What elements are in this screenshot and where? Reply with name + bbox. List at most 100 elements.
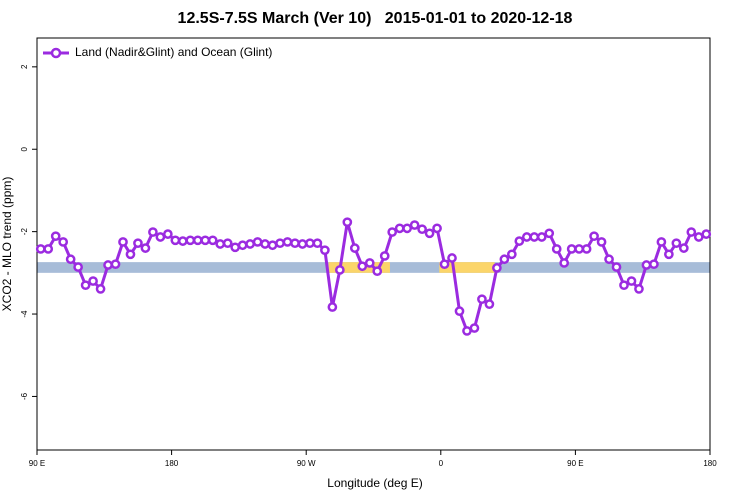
data-point	[312, 238, 323, 249]
data-point	[43, 244, 54, 254]
data-point	[335, 265, 345, 275]
data-point	[536, 232, 547, 242]
chart-title: 12.5S-7.5S March (Ver 10) 2015-01-01 to …	[178, 10, 573, 27]
data-point	[589, 231, 599, 242]
data-point	[447, 253, 457, 263]
data-point	[678, 243, 689, 253]
data-point	[297, 239, 308, 249]
data-point	[50, 231, 61, 242]
data-point	[454, 306, 465, 317]
data-point	[192, 235, 203, 246]
data-point	[305, 238, 315, 249]
y-tick-label: 0	[20, 146, 29, 151]
band-highlight	[439, 262, 495, 273]
plot-frame	[36, 37, 711, 451]
data-point	[73, 262, 83, 272]
data-point	[103, 260, 113, 270]
data-point	[148, 227, 158, 237]
data-point	[215, 239, 226, 249]
data-point	[611, 262, 622, 272]
y-axis-label: XCO2 - MLO trend (ppm)	[0, 177, 14, 312]
data-point	[110, 259, 121, 270]
data-point	[267, 240, 278, 251]
data-point	[469, 323, 480, 333]
data-point	[95, 284, 106, 294]
data-point	[581, 244, 592, 254]
data-point	[499, 254, 510, 265]
x-axis-label: Longitude (deg E)	[327, 476, 422, 490]
data-point	[177, 236, 188, 246]
data-point	[245, 239, 255, 249]
series-line	[40, 221, 707, 333]
data-point	[529, 232, 540, 242]
data-point	[207, 235, 218, 246]
data-point	[559, 258, 570, 268]
x-tick-label: 180	[165, 459, 179, 468]
data-point	[641, 260, 652, 270]
x-tick-label: 90 E	[567, 459, 583, 468]
data-point	[125, 249, 136, 260]
data-point	[88, 276, 98, 286]
data-point	[282, 237, 293, 247]
data-point	[566, 244, 577, 254]
data-point	[349, 243, 360, 253]
data-point	[252, 237, 263, 247]
data-point	[514, 236, 525, 246]
legend-marker	[50, 47, 62, 59]
data-point	[626, 276, 637, 286]
data-point	[604, 254, 614, 265]
data-point	[477, 294, 487, 305]
data-point	[170, 235, 181, 246]
data-point	[320, 245, 330, 256]
data-point	[133, 238, 143, 249]
data-point	[462, 326, 472, 336]
data-point	[357, 261, 368, 272]
data-point	[290, 238, 300, 249]
data-point	[222, 238, 233, 249]
data-point	[439, 259, 450, 270]
data-point	[327, 302, 338, 312]
data-point	[664, 249, 674, 260]
data-point	[521, 232, 532, 242]
data-point	[417, 224, 427, 235]
data-point	[185, 235, 196, 246]
y-tick-label: -4	[20, 310, 29, 318]
data-point	[424, 228, 435, 239]
x-tick-label: 0	[439, 459, 444, 468]
data-point	[506, 249, 517, 260]
x-tick-label: 90 W	[297, 459, 316, 468]
data-point	[656, 237, 667, 247]
data-point	[65, 254, 76, 265]
data-point	[260, 239, 270, 249]
data-point	[364, 258, 375, 268]
data-point	[402, 223, 412, 234]
x-tick-label: 180	[703, 459, 717, 468]
data-point	[409, 220, 420, 230]
y-tick-label: 2	[20, 64, 29, 69]
data-point	[701, 229, 712, 239]
data-point	[80, 280, 91, 291]
data-point	[237, 240, 248, 251]
data-point	[163, 229, 173, 239]
data-point	[387, 227, 398, 237]
data-point	[140, 243, 151, 253]
data-point	[544, 228, 555, 239]
data-point	[394, 223, 405, 234]
data-point	[596, 237, 607, 247]
data-point	[35, 244, 46, 254]
x-tick-label: 90 E	[29, 459, 45, 468]
data-point	[379, 251, 390, 261]
data-point	[275, 238, 285, 249]
data-point	[551, 244, 562, 254]
data-point	[686, 227, 697, 237]
data-point	[155, 232, 166, 242]
data-point	[342, 217, 353, 228]
data-point	[58, 237, 69, 247]
data-point	[484, 299, 495, 310]
data-point	[492, 263, 502, 273]
data-point	[619, 280, 629, 291]
data-point	[372, 266, 383, 277]
data-point	[634, 284, 644, 294]
data-point	[693, 232, 704, 242]
